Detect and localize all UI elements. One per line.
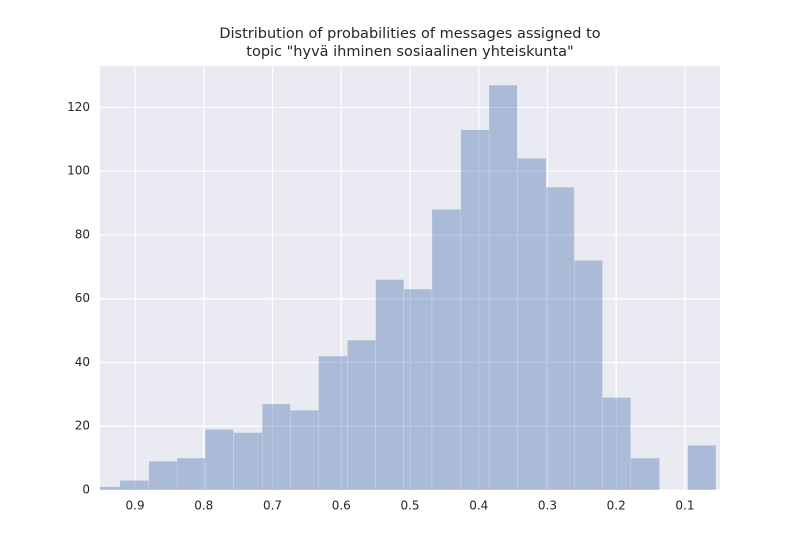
x-tick-label: 0.4 <box>469 499 488 513</box>
bar <box>687 445 717 490</box>
bar <box>290 410 319 490</box>
grid <box>100 66 720 491</box>
y-tick-label: 0 <box>82 483 90 497</box>
bar <box>100 486 121 490</box>
bar <box>176 457 206 490</box>
x-tick-label: 0.5 <box>400 499 419 513</box>
bar <box>233 432 263 490</box>
bar <box>516 158 547 490</box>
x-tick-label: 0.9 <box>126 499 145 513</box>
bar <box>119 480 150 490</box>
bar <box>602 397 631 490</box>
bar <box>261 403 291 490</box>
y-tick-label: 60 <box>75 291 90 305</box>
x-tick-label: 0.7 <box>263 499 282 513</box>
bar <box>488 84 518 490</box>
chart-title: topic "hyvä ihminen sosiaalinen yhteisku… <box>246 44 573 60</box>
bars <box>100 84 717 490</box>
bar <box>148 461 178 490</box>
x-tick-label: 0.6 <box>332 499 351 513</box>
bar <box>204 429 234 490</box>
y-tick-label: 80 <box>75 227 90 241</box>
x-tick-label: 0.2 <box>607 499 626 513</box>
bar <box>347 339 376 490</box>
bar <box>460 129 490 490</box>
bar <box>375 279 405 490</box>
bar <box>574 260 603 490</box>
x-tick-label: 0.3 <box>538 499 557 513</box>
x-tick-label: 0.1 <box>675 499 694 513</box>
y-tick-label: 40 <box>75 355 90 369</box>
chart-title: Distribution of probabilities of message… <box>219 26 600 42</box>
bar <box>630 457 660 490</box>
bar <box>431 209 462 490</box>
bar <box>318 355 348 490</box>
bar <box>403 288 433 490</box>
y-tick-label: 100 <box>67 164 90 178</box>
bar <box>545 186 575 490</box>
y-tick-label: 20 <box>75 419 90 433</box>
y-tick-label: 120 <box>67 100 90 114</box>
x-tick-label: 0.8 <box>194 499 213 513</box>
